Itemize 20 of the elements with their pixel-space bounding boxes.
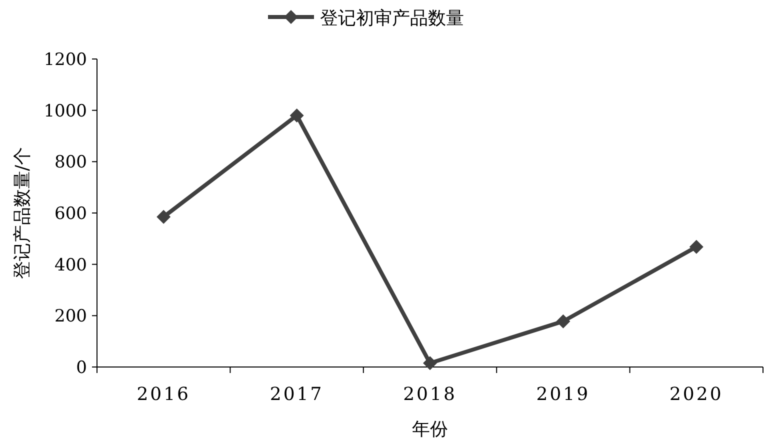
- y-tick-label: 800: [54, 152, 87, 173]
- y-tick-label: 200: [54, 306, 87, 327]
- y-tick-label: 1000: [44, 101, 87, 122]
- x-tick-label: 2017: [270, 384, 324, 405]
- x-tick-label: 2020: [669, 384, 724, 405]
- x-tick-label: 2018: [403, 384, 457, 405]
- point: [290, 108, 304, 122]
- y-tick-label: 0: [76, 358, 87, 378]
- y-axis-title: 登记产品数量/个: [12, 146, 33, 280]
- x-axis-title: 年份: [412, 419, 448, 440]
- legend-label: 登记初审产品数量: [320, 8, 464, 29]
- y-tick-label: 400: [54, 255, 87, 276]
- point: [156, 210, 171, 224]
- y-tick-label: 1200: [44, 50, 87, 70]
- x-tick-label: 2016: [136, 384, 191, 405]
- point: [556, 314, 570, 328]
- y-tick-label: 600: [54, 204, 87, 224]
- point: [689, 240, 704, 254]
- x-tick-label: 2019: [536, 384, 590, 405]
- point: [423, 356, 437, 370]
